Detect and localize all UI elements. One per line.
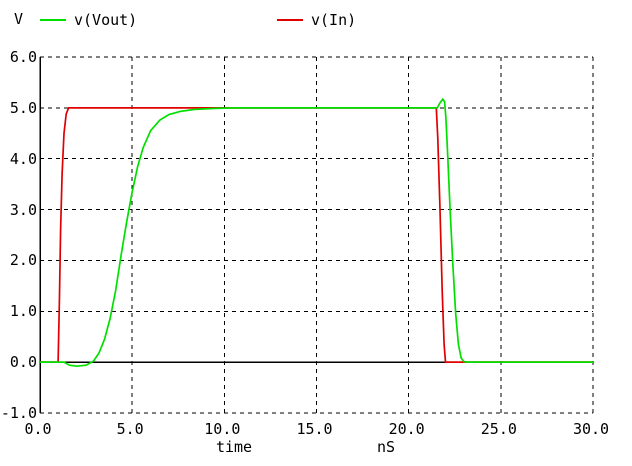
x-tick-label: 15.0 xyxy=(296,420,333,438)
y-tick-label: 6.0 xyxy=(9,48,37,66)
y-tick-label: 4.0 xyxy=(9,149,37,168)
legend-item: v(Vout) xyxy=(40,10,137,30)
trace-vvout xyxy=(40,97,593,368)
x-tick-label: 0.0 xyxy=(24,420,52,438)
y-tick-label: 0.0 xyxy=(9,353,37,372)
legend-label: v(Vout) xyxy=(74,11,138,29)
y-tick-label: 3.0 xyxy=(9,200,37,219)
x-axis-title: time xyxy=(215,438,253,456)
legend: v(Vout) v(In) xyxy=(0,10,632,30)
legend-label: v(In) xyxy=(311,11,357,29)
plot-area xyxy=(39,56,594,414)
y-tick-label: 2.0 xyxy=(9,251,37,270)
legend-item: v(In) xyxy=(277,10,356,30)
x-tick-label: 30.0 xyxy=(572,420,610,438)
y-axis-unit-label: V xyxy=(14,10,24,28)
trace-vin xyxy=(40,107,593,363)
legend-swatch-line xyxy=(277,19,303,21)
x-tick-label: 5.0 xyxy=(116,420,144,438)
x-tick-label: 20.0 xyxy=(388,420,425,438)
y-tick-label: 1.0 xyxy=(9,302,37,321)
y-tick-label: 5.0 xyxy=(9,98,37,117)
legend-swatch-line xyxy=(40,19,66,21)
x-tick-label: 10.0 xyxy=(204,420,241,438)
x-axis-unit-label: nS xyxy=(376,438,396,456)
y-tick-label: -1.0 xyxy=(0,404,37,422)
x-tick-label: 25.0 xyxy=(480,420,517,438)
